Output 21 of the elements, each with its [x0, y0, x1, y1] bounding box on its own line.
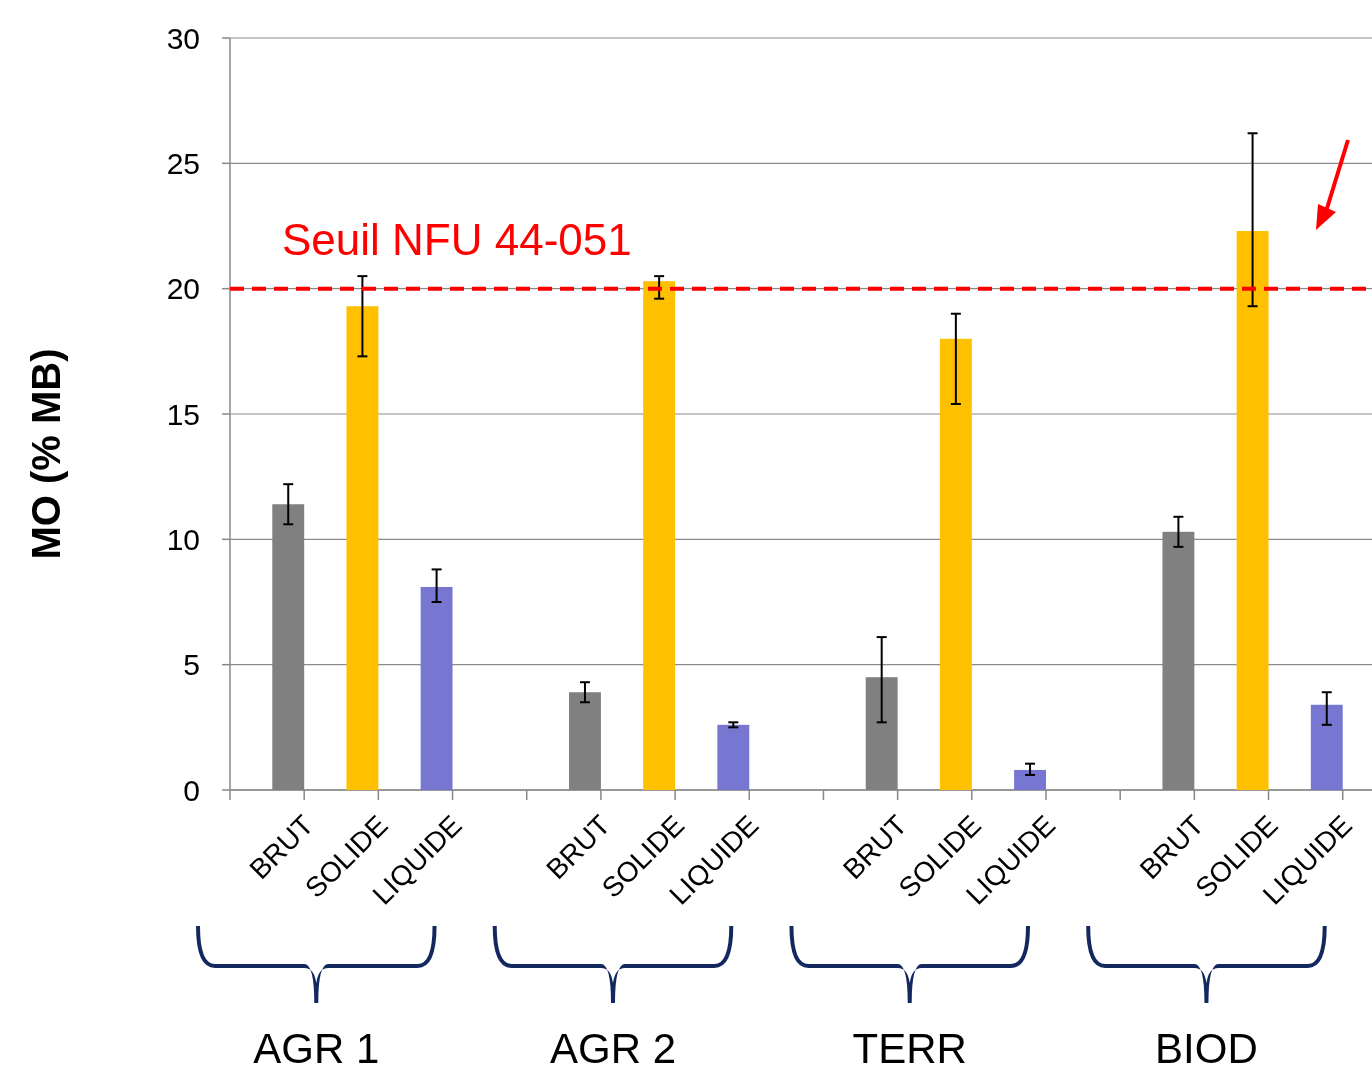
bar	[420, 586, 453, 790]
y-tick-label: 5	[183, 648, 200, 682]
bar	[1310, 704, 1343, 790]
bar	[346, 306, 379, 790]
y-tick-label: 15	[166, 397, 200, 431]
text: AGR 1	[253, 1025, 380, 1072]
text: TERR	[852, 1025, 967, 1072]
y-tick-label: 10	[166, 522, 200, 556]
y-tick-label: 20	[166, 272, 200, 306]
bar	[939, 338, 972, 790]
y-tick-label: 0	[183, 773, 200, 807]
bar	[1236, 231, 1269, 790]
y-axis-title: MO (% MB)	[24, 348, 68, 560]
text: BIOD	[1155, 1025, 1258, 1072]
ref-line-label: Seuil NFU 44-051	[282, 214, 632, 264]
y-tick-label: 25	[166, 146, 200, 180]
bar	[717, 724, 750, 790]
bar	[1014, 769, 1046, 790]
bar	[643, 281, 676, 790]
text: AGR 2	[549, 1025, 677, 1072]
y-tick-label: 30	[166, 21, 200, 55]
